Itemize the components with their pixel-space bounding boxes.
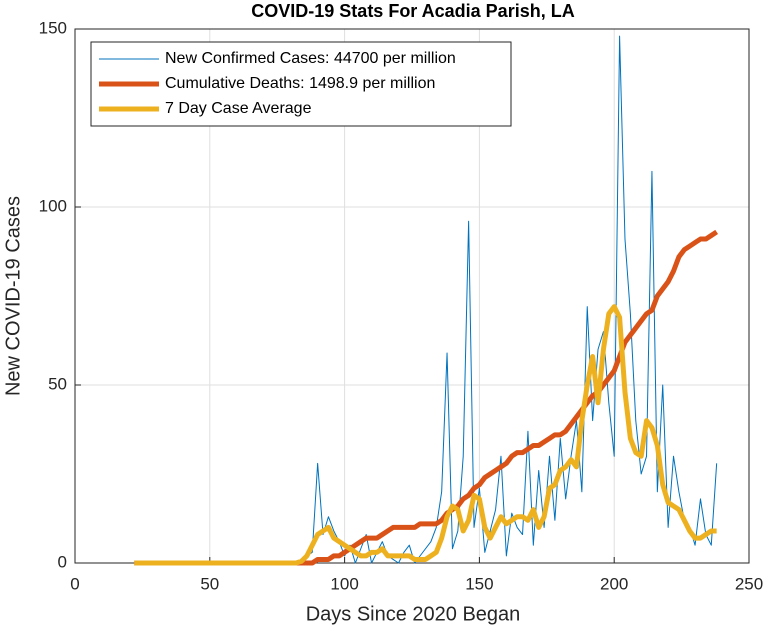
y-tick-label: 150: [39, 18, 67, 37]
legend-label: Cumulative Deaths: 1498.9 per million: [165, 75, 435, 92]
y-tick-label: 50: [48, 374, 67, 393]
x-axis-label: Days Since 2020 Began: [306, 603, 521, 625]
chart-title: COVID-19 Stats For Acadia Parish, LA: [251, 1, 574, 21]
x-tick-label: 250: [735, 574, 763, 593]
x-tick-label: 150: [465, 574, 493, 593]
legend-box: [90, 41, 512, 127]
legend-label: 7 Day Case Average: [165, 100, 312, 117]
x-tick-label: 0: [70, 574, 79, 593]
legend-label: New Confirmed Cases: 44700 per million: [165, 50, 456, 67]
x-tick-label: 50: [200, 574, 219, 593]
x-tick-label: 200: [600, 574, 628, 593]
legend: New Confirmed Cases: 44700 per million Cu…: [90, 41, 512, 127]
x-tick-label: 100: [330, 574, 358, 593]
y-tick-label: 0: [58, 552, 67, 571]
data-line: [134, 304, 717, 566]
y-axis-label: New COVID-19 Cases: [2, 196, 24, 396]
y-tick-label: 100: [39, 196, 67, 215]
plot-frame: [74, 28, 750, 564]
